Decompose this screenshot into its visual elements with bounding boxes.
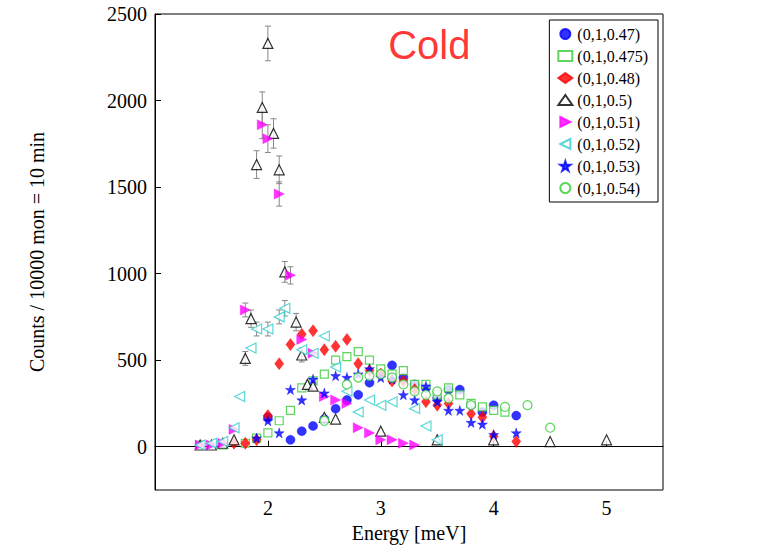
svg-text:2000: 2000 — [107, 90, 147, 112]
svg-text:Energy [meV]: Energy [meV] — [352, 522, 467, 545]
svg-text:(0,1,0.53): (0,1,0.53) — [577, 158, 640, 176]
svg-text:2500: 2500 — [107, 3, 147, 25]
svg-text:(0,1,0.52): (0,1,0.52) — [577, 136, 640, 154]
svg-text:(0,1,0.51): (0,1,0.51) — [577, 114, 640, 132]
svg-text:(0,1,0.5): (0,1,0.5) — [577, 92, 632, 110]
svg-text:(0,1,0.475): (0,1,0.475) — [577, 48, 648, 66]
svg-text:500: 500 — [117, 349, 147, 371]
svg-text:(0,1,0.48): (0,1,0.48) — [577, 70, 640, 88]
svg-text:4: 4 — [489, 497, 499, 519]
svg-text:(0,1,0.54): (0,1,0.54) — [577, 180, 640, 198]
svg-text:0: 0 — [137, 436, 147, 458]
svg-text:1000: 1000 — [107, 263, 147, 285]
svg-text:5: 5 — [602, 497, 612, 519]
svg-text:1500: 1500 — [107, 176, 147, 198]
svg-text:3: 3 — [376, 497, 386, 519]
svg-text:2: 2 — [263, 497, 273, 519]
svg-text:Counts / 10000 mon = 10 min: Counts / 10000 mon = 10 min — [26, 132, 48, 372]
svg-text:(0,1,0.47): (0,1,0.47) — [577, 26, 640, 44]
svg-text:Cold: Cold — [388, 23, 470, 67]
